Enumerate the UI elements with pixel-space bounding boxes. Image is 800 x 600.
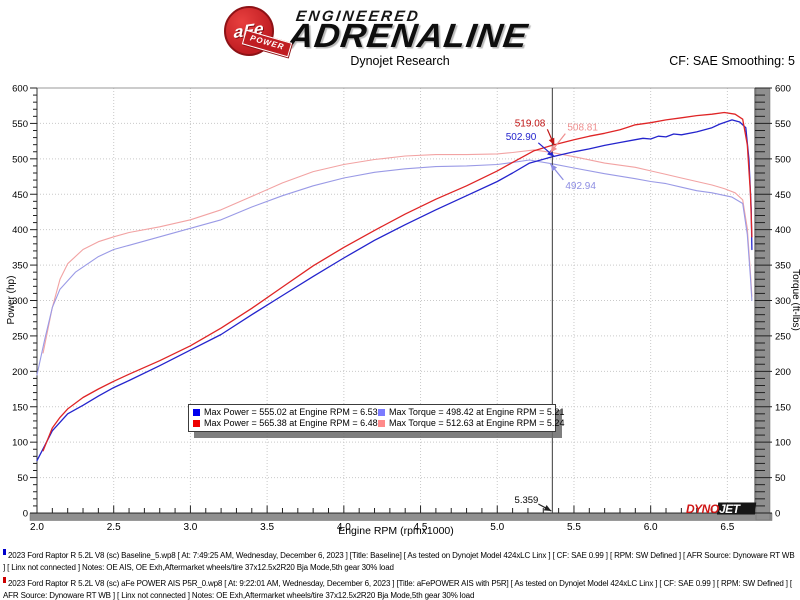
legend-label: Max Power = 555.02 at Engine RPM = 6.53 <box>204 407 378 417</box>
svg-text:300: 300 <box>775 296 791 307</box>
svg-text:5.5: 5.5 <box>567 522 581 533</box>
svg-text:50: 50 <box>17 473 28 484</box>
svg-text:JET: JET <box>719 502 742 516</box>
svg-text:200: 200 <box>775 367 791 378</box>
svg-text:250: 250 <box>775 331 791 342</box>
svg-text:400: 400 <box>12 225 28 236</box>
legend-swatch-blue <box>193 409 200 416</box>
run-info-baseline: 2023 Ford Raptor R 5.2L V8 (sc) Baseline… <box>3 549 798 574</box>
svg-text:5.359: 5.359 <box>515 495 539 506</box>
svg-text:2.0: 2.0 <box>30 522 44 533</box>
svg-text:400: 400 <box>775 225 791 236</box>
svg-text:519.08: 519.08 <box>515 118 546 129</box>
svg-text:0: 0 <box>775 509 780 520</box>
run-marker-blue <box>3 549 6 555</box>
svg-text:5.0: 5.0 <box>490 522 504 533</box>
run-info-p5r: 2023 Ford Raptor R 5.2L V8 (sc) aFe POWE… <box>3 577 798 600</box>
legend-box: Max Power = 555.02 at Engine RPM = 6.53 … <box>188 404 564 432</box>
svg-text:4.0: 4.0 <box>337 522 351 533</box>
svg-text:450: 450 <box>12 190 28 201</box>
svg-text:4.5: 4.5 <box>414 522 428 533</box>
legend-item-max-power-baseline: Max Power = 555.02 at Engine RPM = 6.53 <box>193 407 378 418</box>
smoothing-label: CF: SAE Smoothing: 5 <box>669 54 795 68</box>
legend-swatch-lightblue <box>378 409 385 416</box>
svg-text:300: 300 <box>12 296 28 307</box>
chart-subtitle: Dynojet Research <box>350 54 450 68</box>
svg-text:600: 600 <box>775 84 791 95</box>
svg-text:600: 600 <box>12 84 28 95</box>
svg-text:Power (hp): Power (hp) <box>6 276 17 325</box>
svg-text:Engine RPM (rpmx1000): Engine RPM (rpmx1000) <box>338 525 454 537</box>
svg-text:150: 150 <box>775 402 791 413</box>
svg-text:Torque (ft-lbs): Torque (ft-lbs) <box>790 269 800 331</box>
svg-text:492.94: 492.94 <box>565 181 596 192</box>
afe-logo-icon: aFe <box>224 6 274 56</box>
svg-text:508.81: 508.81 <box>567 123 598 134</box>
svg-text:550: 550 <box>12 119 28 130</box>
svg-text:100: 100 <box>12 438 28 449</box>
svg-text:200: 200 <box>12 367 28 378</box>
svg-text:100: 100 <box>775 438 791 449</box>
run-info-footer: 2023 Ford Raptor R 5.2L V8 (sc) Baseline… <box>3 549 798 600</box>
svg-text:250: 250 <box>12 331 28 342</box>
legend-item-max-torque-p5r: Max Torque = 512.63 at Engine RPM = 5.24 <box>378 418 564 429</box>
run-info-text: 2023 Ford Raptor R 5.2L V8 (sc) Baseline… <box>3 551 795 572</box>
legend-label: Max Power = 565.38 at Engine RPM = 6.48 <box>204 418 378 428</box>
svg-text:3.5: 3.5 <box>260 522 274 533</box>
svg-text:502.90: 502.90 <box>506 132 537 143</box>
run-marker-red <box>3 577 6 583</box>
svg-text:550: 550 <box>775 119 791 130</box>
svg-text:50: 50 <box>775 473 786 484</box>
legend-label: Max Torque = 498.42 at Engine RPM = 5.21 <box>389 407 565 417</box>
adrenaline-wordmark: ADRENALINE <box>285 17 531 55</box>
svg-text:350: 350 <box>775 261 791 272</box>
legend-swatch-pink <box>378 420 385 427</box>
svg-text:3.0: 3.0 <box>183 522 197 533</box>
svg-text:500: 500 <box>12 154 28 165</box>
svg-text:500: 500 <box>775 154 791 165</box>
svg-text:2.5: 2.5 <box>107 522 121 533</box>
svg-text:150: 150 <box>12 402 28 413</box>
legend-swatch-red <box>193 420 200 427</box>
svg-text:6.5: 6.5 <box>720 522 734 533</box>
svg-text:0: 0 <box>23 509 28 520</box>
legend-item-max-torque-baseline: Max Torque = 498.42 at Engine RPM = 5.21 <box>378 407 564 418</box>
legend-label: Max Torque = 512.63 at Engine RPM = 5.24 <box>389 418 565 428</box>
svg-text:350: 350 <box>12 261 28 272</box>
svg-text:6.0: 6.0 <box>644 522 658 533</box>
legend-item-max-power-p5r: Max Power = 565.38 at Engine RPM = 6.48 <box>193 418 378 429</box>
run-info-text: 2023 Ford Raptor R 5.2L V8 (sc) aFe POWE… <box>3 579 792 600</box>
svg-text:DYNO: DYNO <box>686 502 720 516</box>
svg-text:450: 450 <box>775 190 791 201</box>
